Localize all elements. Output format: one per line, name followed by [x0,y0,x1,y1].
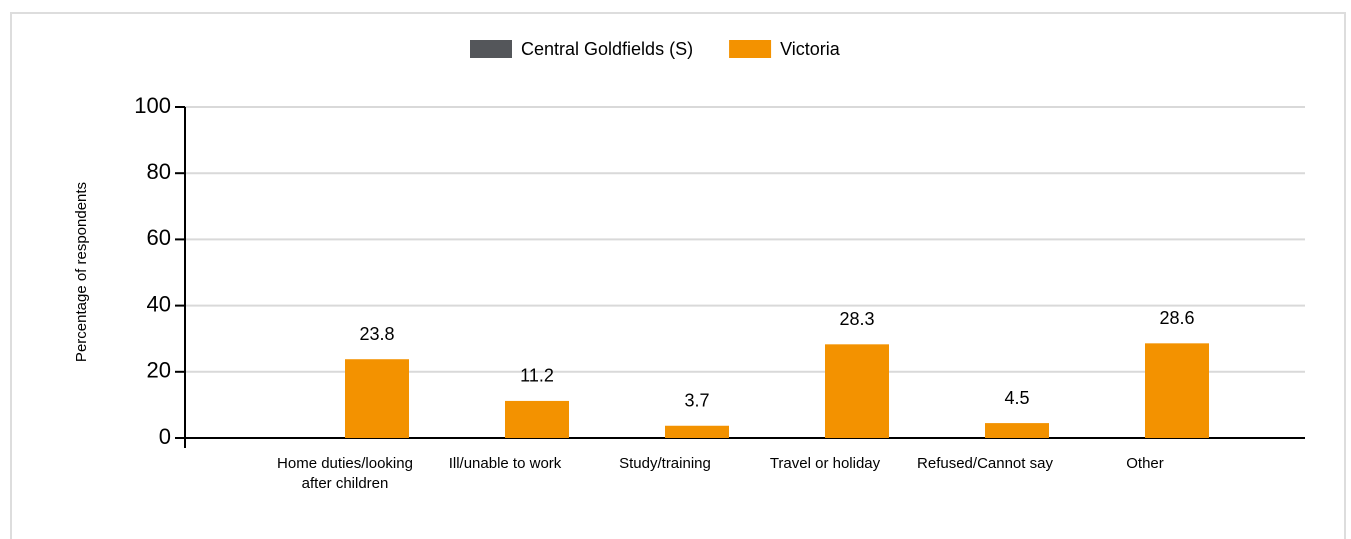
x-tick-label: Ill/unable to work [448,455,562,472]
bar [985,423,1049,438]
y-tick-label: 0 [159,424,171,449]
y-axis-title: Percentage of respondents [73,182,90,362]
y-tick-label: 40 [147,291,171,316]
data-label: 23.8 [359,324,394,344]
y-tick-label: 60 [147,225,171,250]
bar [345,359,409,438]
legend-label: Central Goldfields (S) [521,39,693,59]
data-label: 3.7 [684,391,709,411]
x-tick-label: Home duties/looking after children [277,455,413,492]
data-label: 11.2 [520,366,554,386]
y-tick-label: 20 [147,358,171,383]
x-tick-label: Travel or holiday [769,455,881,472]
x-tick-label: Refused/Cannot say [917,455,1053,472]
y-tick-label: 100 [134,93,171,118]
legend-label: Victoria [780,39,841,59]
bar [1145,343,1209,438]
x-tick-label: Study/training [619,455,711,472]
bar [665,425,729,438]
y-tick-label: 80 [147,159,171,184]
data-label: 28.3 [839,309,874,329]
bar [825,344,889,438]
data-label: 4.5 [1004,388,1029,408]
data-label: 28.6 [1159,308,1194,328]
bar [505,400,569,438]
legend-swatch [729,40,772,58]
legend-swatch [470,40,512,58]
x-tick-label: Other [1126,455,1164,472]
chart-frame [10,12,1346,539]
